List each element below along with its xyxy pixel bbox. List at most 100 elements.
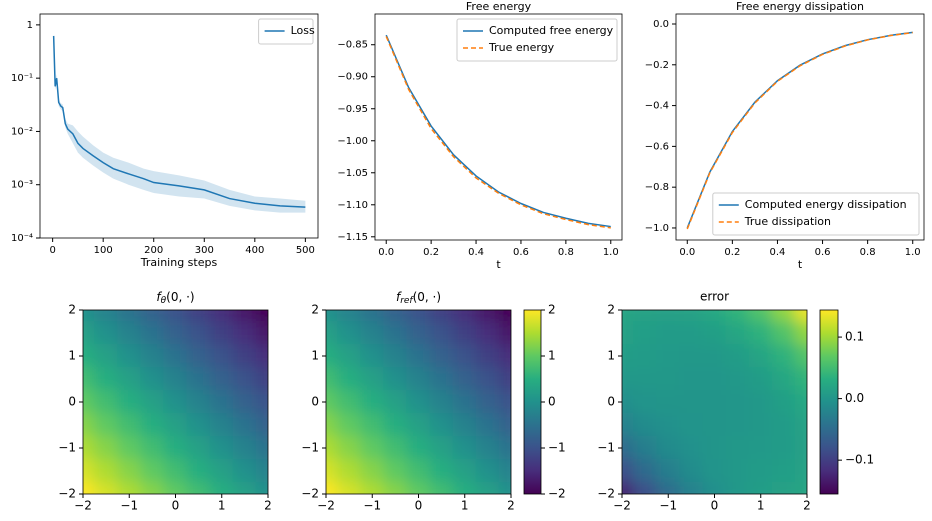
line xyxy=(52,35,306,208)
y-tick-label: 2 xyxy=(68,303,76,317)
cell xyxy=(255,459,268,483)
cell xyxy=(140,344,165,368)
y-tick-label: −1.00 xyxy=(337,136,368,147)
cell xyxy=(232,436,257,460)
cell xyxy=(360,367,385,391)
x-tick-label: 200 xyxy=(144,245,163,256)
cell xyxy=(725,367,750,391)
y-tick-label: 10⁻¹ xyxy=(11,73,33,84)
cell xyxy=(117,459,142,483)
cell xyxy=(452,367,477,391)
heatmap-cells xyxy=(326,310,511,494)
cell xyxy=(475,344,500,368)
cell xyxy=(771,310,796,322)
cell xyxy=(140,482,165,494)
cell xyxy=(702,390,727,414)
cell xyxy=(163,390,188,414)
cell xyxy=(360,344,385,368)
cell xyxy=(702,367,727,391)
cell xyxy=(633,344,658,368)
y-tick-label: −1.15 xyxy=(337,232,368,243)
cell xyxy=(209,436,234,460)
y-tick-label: −1 xyxy=(301,441,319,455)
y-tick-label: −0.4 xyxy=(645,101,669,112)
cell xyxy=(725,344,750,368)
cell xyxy=(679,344,704,368)
y-tick-label: −1.10 xyxy=(337,200,368,211)
heatmap xyxy=(326,310,511,494)
cell xyxy=(163,482,188,494)
colorbar-tick-label: −0.1 xyxy=(845,453,874,467)
cell xyxy=(656,344,681,368)
cell xyxy=(406,459,431,483)
cell xyxy=(498,344,511,368)
y-tick-label: −2 xyxy=(58,487,76,501)
cell xyxy=(117,321,142,345)
cell xyxy=(337,321,362,345)
y-tick-label: −1 xyxy=(58,441,76,455)
line xyxy=(686,31,913,230)
cell xyxy=(452,459,477,483)
cell xyxy=(117,413,142,437)
cell xyxy=(679,390,704,414)
chart-title: Free energy dissipation xyxy=(736,0,864,13)
colorbar-tick-label: −2 xyxy=(548,487,566,501)
y-tick-label: −1.0 xyxy=(645,223,669,234)
cell xyxy=(163,367,188,391)
plot-area xyxy=(686,31,913,230)
y-tick-label: −0.8 xyxy=(645,182,669,193)
y-tick-label: 1 xyxy=(27,20,33,31)
cell xyxy=(725,310,750,322)
cell xyxy=(748,344,773,368)
cell xyxy=(94,482,119,494)
cell xyxy=(94,367,119,391)
y-tick-label: 0.0 xyxy=(653,19,669,30)
legend-box xyxy=(456,18,618,62)
cell xyxy=(771,321,796,345)
cell xyxy=(475,321,500,345)
cell xyxy=(383,321,408,345)
cell xyxy=(429,367,454,391)
cell xyxy=(209,482,234,494)
cell xyxy=(209,459,234,483)
cell xyxy=(748,321,773,345)
cell xyxy=(209,344,234,368)
colorbar xyxy=(819,309,839,495)
x-axis-label: t xyxy=(496,258,501,271)
cell xyxy=(794,367,807,391)
cell xyxy=(498,413,511,437)
cell xyxy=(140,459,165,483)
cell xyxy=(360,459,385,483)
cell xyxy=(748,367,773,391)
cell xyxy=(209,390,234,414)
cell xyxy=(337,459,362,483)
cell xyxy=(702,459,727,483)
cell xyxy=(117,436,142,460)
cell xyxy=(94,390,119,414)
title-part: ref xyxy=(400,296,414,306)
cell xyxy=(452,482,477,494)
cell xyxy=(679,310,704,322)
cell xyxy=(452,413,477,437)
cell xyxy=(255,344,268,368)
cell xyxy=(406,436,431,460)
cell xyxy=(771,482,796,494)
cell xyxy=(702,321,727,345)
cell xyxy=(326,413,339,437)
x-tick-label: 0 xyxy=(172,499,180,513)
y-tick-label: −0.85 xyxy=(337,40,368,51)
cell xyxy=(360,413,385,437)
cell xyxy=(140,390,165,414)
x-tick-label: 0.2 xyxy=(724,247,740,258)
cell xyxy=(622,459,635,483)
colorbar-tick-label: 1 xyxy=(548,349,556,363)
cell xyxy=(83,459,96,483)
cell xyxy=(633,413,658,437)
cell xyxy=(452,390,477,414)
cell xyxy=(748,459,773,483)
title-part: θ xyxy=(161,296,167,306)
cell xyxy=(633,482,658,494)
x-tick-label: 0.0 xyxy=(378,247,394,258)
x-tick-label: −2 xyxy=(317,499,335,513)
cell xyxy=(232,367,257,391)
